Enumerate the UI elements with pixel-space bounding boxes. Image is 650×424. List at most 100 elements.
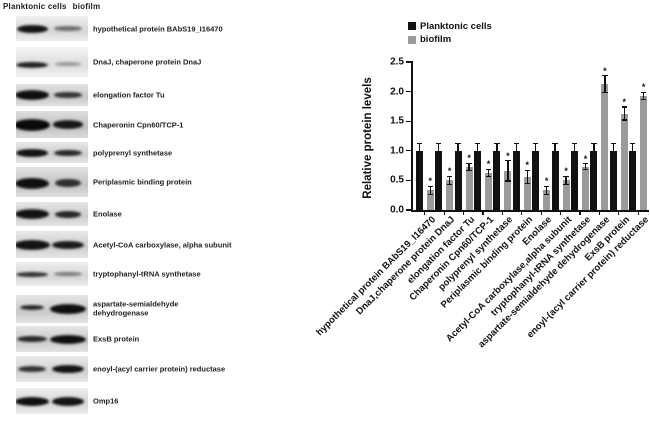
band-biofilm [51, 240, 84, 249]
x-axis-tick [521, 212, 523, 215]
error-bar-cap [446, 175, 453, 177]
band-planktonic [16, 90, 49, 100]
bar-biofilm [582, 166, 589, 210]
error-bar-cap [591, 143, 597, 145]
x-axis-tick [598, 212, 601, 215]
band-biofilm [51, 396, 84, 406]
y-tick-label: 0.0 [390, 204, 404, 216]
blot-label: polyprenyl synthetase [93, 147, 173, 157]
error-bar-cap [621, 119, 628, 121]
error-bar-cap [427, 185, 434, 187]
error-bar-cap [524, 169, 531, 171]
blot-strip [16, 356, 88, 382]
bar-planktonic [415, 150, 423, 210]
blot-label: Acetyl-CoA carboxylase, alpha subunit [93, 239, 232, 249]
error-bar [593, 143, 595, 158]
band-biofilm [53, 26, 82, 31]
blot-strip [16, 295, 88, 323]
error-bar [604, 75, 606, 93]
error-bar-cap [543, 185, 550, 187]
bar-planktonic [590, 150, 598, 210]
error-bar-cap [446, 183, 453, 186]
y-tick-label: 0.5 [390, 174, 404, 186]
y-axis-line [411, 61, 413, 212]
legend-item: biofilm [408, 34, 451, 45]
bar-biofilm [485, 172, 492, 210]
y-tick-label: 2.5 [390, 56, 404, 68]
error-bar-cap [416, 143, 423, 145]
error-bar-cap [505, 160, 511, 162]
significance-asterisk: * [622, 96, 627, 107]
blot-label: Periplasmic binding protein [93, 177, 192, 187]
significance-asterisk: * [583, 153, 588, 164]
band-planktonic [16, 209, 49, 219]
blot-label: hypothetical protein BAbS19_I16470 [93, 23, 223, 33]
bar-biofilm [426, 190, 434, 210]
band-biofilm [54, 179, 81, 187]
x-axis-tick [560, 212, 562, 215]
strip-shading [16, 16, 88, 41]
error-bar-cap [629, 157, 636, 159]
error-bar-cap [602, 91, 608, 93]
y-tick-label: 1.5 [390, 115, 404, 127]
significance-asterisk: * [603, 65, 607, 76]
blot-label: Chaperonin Cpn60/TCP-1 [93, 119, 184, 129]
error-bar [457, 143, 459, 158]
y-axis-tick [406, 91, 411, 93]
band-biofilm [53, 272, 82, 276]
strip-shading [16, 47, 88, 77]
strip-shading [16, 356, 88, 382]
blot-strip [16, 111, 88, 138]
strip-shading [16, 167, 88, 197]
error-bar-cap [621, 106, 628, 108]
bar-planktonic [512, 150, 520, 210]
significance-asterisk: * [428, 176, 433, 187]
error-bar-cap [466, 169, 472, 171]
band-planktonic [16, 271, 48, 277]
bar-biofilm [504, 170, 512, 210]
x-axis-tick [463, 212, 465, 215]
band-planktonic [18, 366, 46, 372]
error-bar-cap [524, 182, 531, 184]
error-bar-cap [474, 157, 481, 159]
band-biofilm [54, 62, 81, 66]
band-biofilm [49, 304, 86, 314]
bar-planktonic [609, 150, 617, 210]
x-axis-tick [637, 212, 639, 215]
error-bar [565, 176, 567, 185]
error-bar [438, 143, 440, 158]
blot-strip [16, 262, 88, 286]
significance-asterisk: * [447, 166, 452, 177]
legend-label: biofilm [420, 34, 452, 45]
x-axis-tick [424, 212, 426, 215]
band-biofilm [51, 365, 84, 373]
error-bar-cap [494, 143, 500, 145]
strip-shading [16, 326, 88, 352]
error-bar [573, 143, 576, 158]
error-bar [496, 143, 498, 158]
error-bar [612, 143, 614, 158]
error-bar [507, 160, 509, 181]
band-biofilm [54, 210, 81, 218]
significance-asterisk: * [525, 160, 530, 171]
error-bar-cap [552, 157, 558, 159]
error-bar-cap [513, 143, 520, 145]
error-bar-cap [532, 143, 539, 145]
blot-label: elongation factor Tu [93, 90, 165, 100]
error-bar-cap [640, 98, 647, 100]
blot-label: enoyl-(acyl carrier protein) reductase [93, 364, 226, 374]
error-bar [449, 176, 451, 185]
error-bar [623, 106, 625, 120]
column-header-biofilm: biofilm [72, 2, 101, 11]
x-axis-line [411, 210, 649, 212]
band-planktonic [16, 118, 50, 131]
bar-biofilm [543, 190, 551, 210]
error-bar [554, 143, 556, 158]
significance-asterisk: * [506, 150, 510, 161]
strip-shading [16, 142, 88, 163]
band-biofilm [49, 334, 86, 344]
blot-strip [16, 47, 88, 77]
x-axis-tick [540, 212, 542, 215]
error-bar-cap [610, 157, 617, 159]
